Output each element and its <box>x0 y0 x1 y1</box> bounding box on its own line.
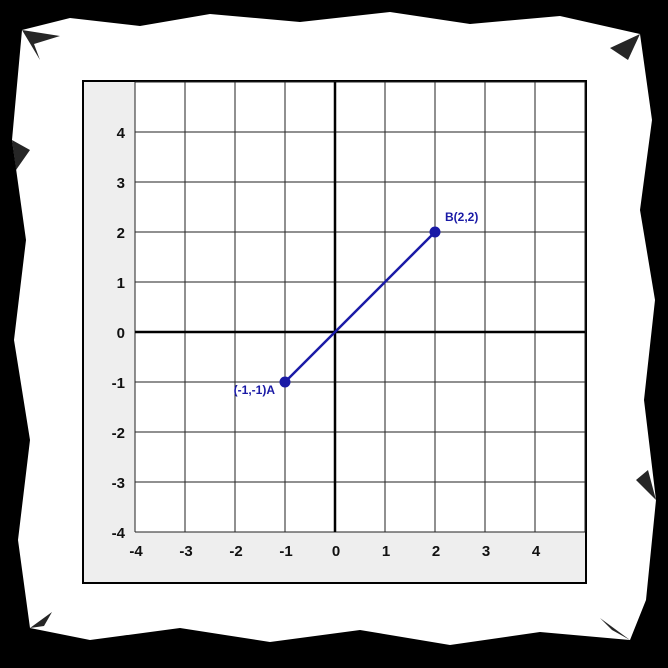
x-tick-label: 0 <box>332 543 340 560</box>
segment-ab <box>284 231 436 383</box>
point-label: (-1,-1)A <box>234 383 276 397</box>
y-tick-label: -2 <box>112 425 125 442</box>
point-marker <box>279 376 291 388</box>
x-tick-label: 2 <box>432 543 440 560</box>
point-label: B(2,2) <box>445 210 478 224</box>
y-tick-label: 3 <box>117 175 125 192</box>
x-tick-label: -4 <box>129 543 143 560</box>
y-tick-labels: 4 3 2 1 0 -1 -2 -3 -4 <box>112 125 126 542</box>
y-tick-label: 0 <box>117 325 125 342</box>
y-tick-label: 4 <box>117 125 126 142</box>
y-tick-label: -1 <box>112 375 125 392</box>
x-tick-label: 1 <box>382 543 390 560</box>
x-tick-label: -2 <box>229 543 242 560</box>
x-tick-label: 4 <box>532 543 541 560</box>
y-tick-label: -3 <box>112 475 125 492</box>
x-tick-label: -1 <box>279 543 292 560</box>
y-tick-label: -4 <box>112 525 126 542</box>
y-tick-label: 1 <box>117 275 125 292</box>
point-marker <box>429 226 441 238</box>
y-tick-label: 2 <box>117 225 125 242</box>
axes <box>135 82 585 532</box>
x-tick-labels: -4 -3 -2 -1 0 1 2 3 4 <box>129 543 541 560</box>
x-tick-label: 3 <box>482 543 490 560</box>
plot-marks: (-1,-1)A B(2,2) <box>234 210 479 397</box>
x-tick-label: -3 <box>179 543 192 560</box>
